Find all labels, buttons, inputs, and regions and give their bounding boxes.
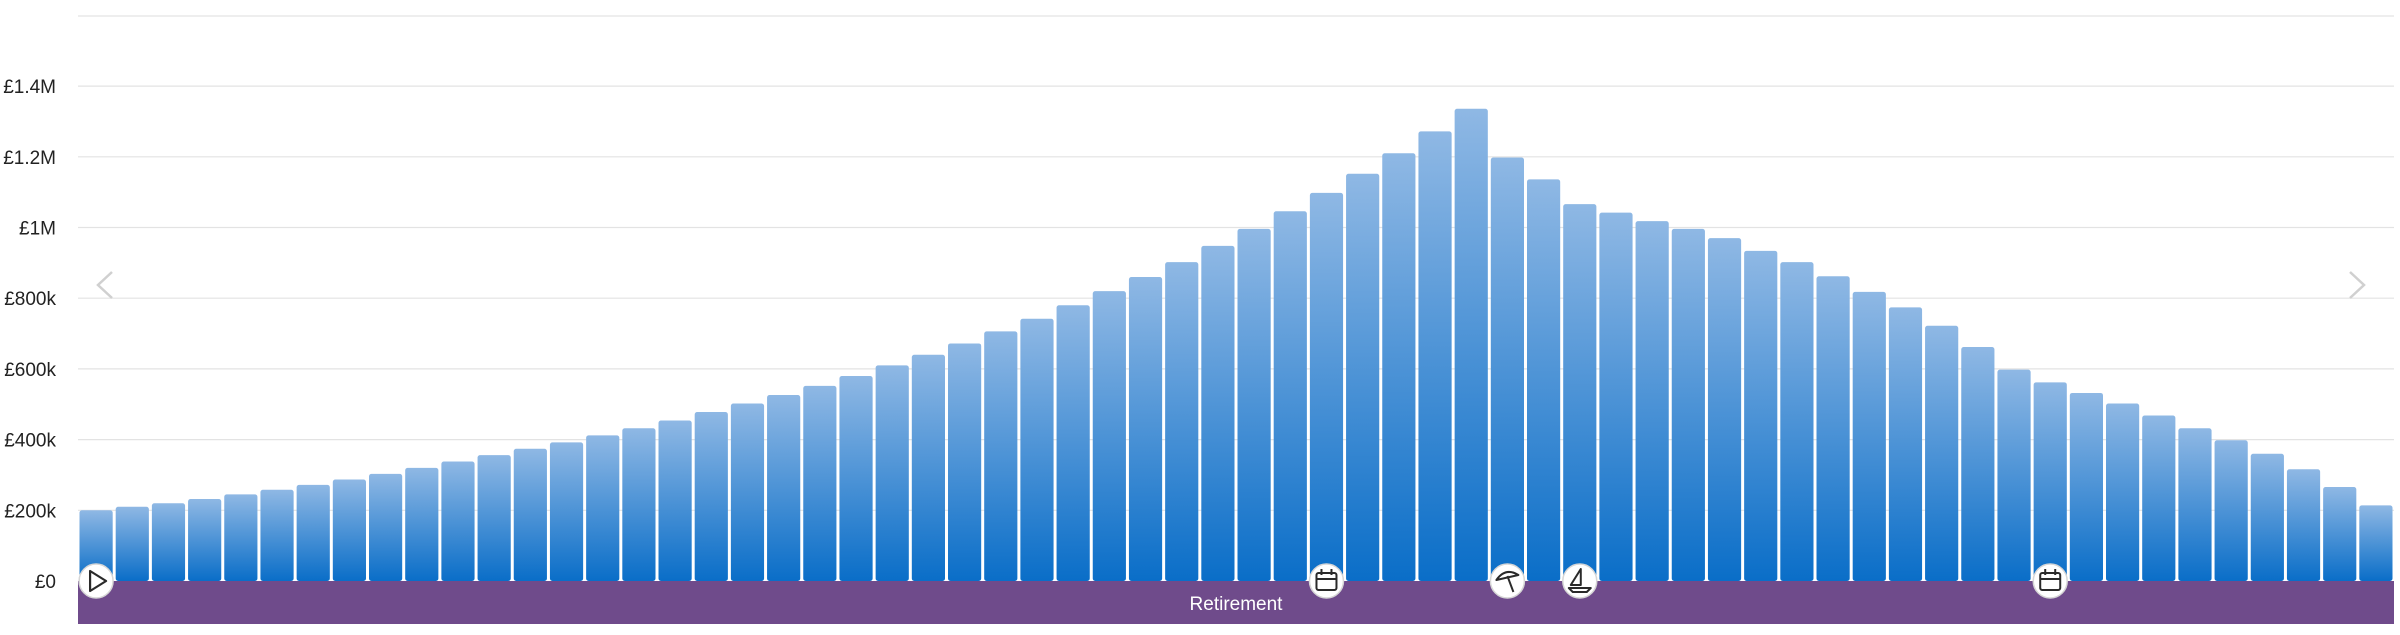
bar	[2142, 415, 2176, 581]
bar	[1744, 250, 1778, 581]
bar	[151, 503, 186, 581]
bar	[405, 467, 439, 581]
chevron-left-icon[interactable]	[96, 271, 113, 299]
bar	[1346, 173, 1380, 581]
bar	[658, 420, 692, 581]
timeline-band: Retirement	[78, 581, 2394, 624]
bar	[1309, 192, 1344, 582]
timeline-marker[interactable]	[1308, 563, 1345, 599]
timeline-marker[interactable]	[78, 563, 114, 599]
bar	[2286, 469, 2321, 581]
bar	[622, 428, 656, 581]
bar	[1092, 291, 1126, 581]
y-tick-label: £800k	[4, 289, 56, 310]
bar	[1888, 307, 1923, 581]
bar	[1382, 153, 1416, 581]
y-tick-label: £600k	[4, 360, 56, 381]
bar	[224, 494, 258, 581]
y-axis-ticks: £0 £200k £400k £600k £800k £1M £1.2M £1.4M	[3, 77, 56, 593]
bar	[1165, 262, 1199, 581]
bar	[1780, 262, 1814, 581]
bar	[296, 484, 330, 581]
y-tick-label: £200k	[4, 501, 56, 522]
bar	[188, 498, 222, 581]
bar	[1056, 305, 1090, 581]
marker-circle[interactable]	[1489, 563, 1526, 599]
bar	[911, 354, 945, 581]
timeline-phase-label: Retirement	[1190, 594, 1284, 615]
timeline-band-rect	[78, 581, 2394, 624]
bar	[1997, 369, 2031, 581]
bar	[2214, 440, 2248, 581]
bar	[1527, 179, 1561, 582]
bar	[79, 510, 113, 581]
bar	[2069, 392, 2103, 581]
y-tick-label: £1M	[19, 219, 56, 240]
calendar-icon[interactable]	[2039, 569, 2062, 591]
sailboat-icon[interactable]	[1567, 568, 1592, 593]
bar	[767, 395, 801, 581]
bar	[2359, 505, 2393, 581]
bar	[1490, 157, 1524, 581]
bar	[1237, 228, 1271, 581]
marker-circle[interactable]	[1308, 563, 1345, 599]
timeline-marker[interactable]	[1489, 563, 1526, 599]
chart-navigation[interactable]	[96, 271, 2366, 299]
bar	[1201, 245, 1235, 581]
bar	[1671, 228, 1705, 581]
bars	[79, 108, 2393, 582]
bar	[2323, 486, 2357, 581]
play-icon[interactable]	[88, 569, 108, 593]
bar	[2106, 403, 2140, 581]
bar	[875, 365, 909, 581]
bar	[549, 442, 584, 581]
bar	[1128, 276, 1163, 581]
bar	[1020, 318, 1054, 581]
y-tick-label: £1.4M	[3, 77, 56, 98]
bar	[839, 375, 873, 581]
bar	[730, 403, 765, 581]
bar	[2178, 428, 2212, 581]
bar	[1454, 108, 1488, 581]
bar	[586, 435, 620, 581]
bar	[441, 461, 475, 581]
bar	[1273, 211, 1307, 582]
marker-circle[interactable]	[2032, 563, 2068, 599]
bar	[1635, 221, 1669, 581]
y-tick-label: £0	[35, 572, 56, 593]
bar	[2250, 453, 2284, 581]
chevron-right-icon[interactable]	[2349, 271, 2366, 299]
bar	[1925, 325, 1959, 581]
bar	[1599, 212, 1633, 581]
bar	[984, 331, 1018, 581]
bar	[1563, 204, 1597, 582]
timeline-marker[interactable]	[1562, 563, 1598, 599]
bar	[369, 473, 403, 581]
beach-umbrella-icon[interactable]	[1495, 570, 1520, 593]
y-tick-label: £1.2M	[3, 148, 56, 169]
bar	[477, 455, 511, 581]
bar	[1418, 131, 1452, 581]
bar	[115, 506, 149, 581]
bar	[513, 448, 547, 581]
bar	[803, 385, 837, 581]
bar	[2033, 382, 2067, 581]
calendar-icon[interactable]	[1315, 569, 1338, 591]
bar	[694, 412, 728, 581]
bar	[1852, 291, 1886, 581]
marker-circle[interactable]	[78, 563, 114, 599]
bar	[1961, 346, 1995, 581]
y-tick-label: £400k	[4, 431, 56, 452]
bar	[1816, 276, 1850, 581]
timeline-marker[interactable]	[2032, 563, 2068, 599]
bar	[948, 343, 982, 581]
bar	[1707, 238, 1742, 581]
bar	[260, 489, 294, 581]
bar	[332, 479, 366, 581]
timeline-markers[interactable]	[78, 563, 2068, 599]
